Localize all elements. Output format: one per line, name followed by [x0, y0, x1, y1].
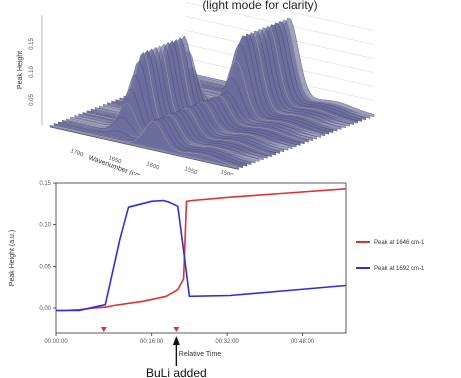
surface-x-tick: 1700 [69, 148, 84, 158]
event-marker [173, 327, 180, 332]
surface-z-tick: 0.15 [29, 38, 35, 50]
annotation-arrowhead [172, 336, 180, 345]
x-axis-title: Relative Time [179, 351, 222, 358]
y-tick-label: 0.05 [39, 264, 51, 270]
surface-x-tick: 1550 [183, 166, 198, 175]
event-marker [100, 327, 107, 332]
surface-x-tick: 1500 [219, 169, 234, 175]
buli-annotation: BuLi added [146, 336, 207, 378]
series-layer [56, 188, 347, 312]
surface-z-tick: 0.05 [29, 94, 35, 106]
x-tick-label: 00:00:00 [44, 339, 68, 345]
legend-label-1646: Peak at 1646 cm-1 [374, 240, 425, 246]
y-tick-label: 0.10 [39, 223, 51, 229]
surface-z-axis: 0.15 0.10 0.05 Peak Height [17, 15, 43, 125]
surface-mesh [49, 0, 375, 170]
marker-layer [100, 327, 180, 332]
x-axis: 00:00:00 00:16:00 00:32:00 00:48:00 [44, 333, 315, 345]
surface-grid-line [236, 0, 375, 31]
x-tick-label: 00:32:00 [215, 339, 239, 345]
surface-front-axis [49, 126, 239, 170]
legend-label-1692: Peak at 1692 cm-1 [374, 266, 425, 272]
surface-x-tick: 1650 [107, 155, 122, 165]
peak-height-chart: 0.15 0.10 0.05 0.00 00:00:00 00:16:00 00:32:0… [9, 181, 425, 378]
surface-z-tick: 0.10 [29, 66, 35, 78]
surface-z-axis-title: Peak Height [17, 51, 24, 89]
surface-x-tick: 1600 [145, 161, 160, 171]
plot-area [55, 182, 347, 334]
y-tick-label: 0.15 [39, 181, 51, 187]
y-axis: 0.15 0.10 0.05 0.00 [39, 181, 56, 312]
series-line-1692 [56, 199, 347, 312]
surface-plot: (light mode for clarity) 0.15 0.10 0.05 … [17, 0, 375, 175]
surface-highlight [49, 120, 239, 168]
surface-caption: (light mode for clarity) [202, 0, 317, 12]
x-tick-label: 00:16:00 [140, 339, 164, 345]
annotation-label: BuLi added [146, 366, 207, 378]
y-tick-label: 0.00 [39, 306, 51, 312]
legend: Peak at 1646 cm-1 Peak at 1692 cm-1 [356, 240, 425, 272]
x-tick-label: 00:48:00 [291, 339, 315, 345]
y-axis-title: Peak Height (a.u.) [9, 230, 16, 286]
surface-x-axis-title: Wavenumber (cm-1) [87, 154, 149, 175]
